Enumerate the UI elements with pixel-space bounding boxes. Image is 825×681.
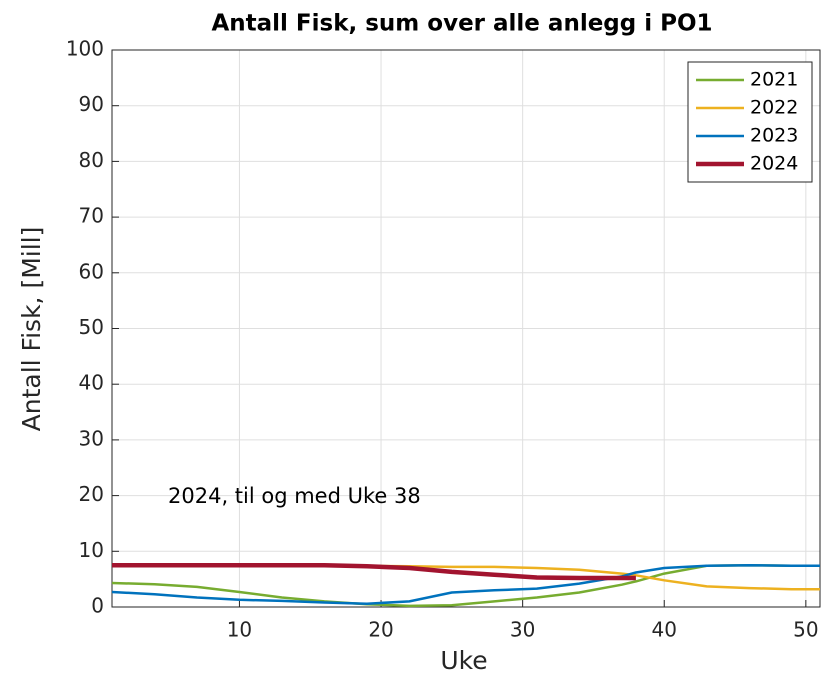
y-tick-label: 10 <box>79 538 104 562</box>
y-tick-label: 80 <box>79 148 104 172</box>
series-line <box>111 563 820 605</box>
y-tick-label: 40 <box>79 371 104 395</box>
y-axis-label: Antall Fisk, [Mill] <box>17 227 46 432</box>
series-line <box>112 562 636 581</box>
annotation: 2024, til og med Uke 38 <box>168 484 421 508</box>
legend-label: 2021 <box>750 69 798 91</box>
legend-label: 2022 <box>750 97 798 119</box>
y-tick-label: 20 <box>79 482 104 506</box>
y-tick-label: 0 <box>91 594 104 618</box>
legend-label: 2023 <box>750 125 798 147</box>
chart-title: Antall Fisk, sum over alle anlegg i PO1 <box>211 11 712 37</box>
legend-label: 2024 <box>750 153 798 175</box>
x-tick-label: 50 <box>793 618 818 642</box>
y-tick-label: 70 <box>79 204 104 228</box>
x-tick-label: 10 <box>227 618 252 642</box>
x-tick-label: 20 <box>368 618 393 642</box>
x-tick-label: 30 <box>510 618 535 642</box>
y-tick-label: 30 <box>79 426 104 450</box>
y-tick-label: 90 <box>79 92 104 116</box>
y-tick-label: 60 <box>79 259 104 283</box>
x-tick-label: 40 <box>652 618 677 642</box>
axes-box <box>111 49 821 608</box>
x-axis-label: Uke <box>440 646 487 675</box>
y-tick-label: 50 <box>79 315 104 339</box>
y-tick-label: 100 <box>66 37 104 61</box>
